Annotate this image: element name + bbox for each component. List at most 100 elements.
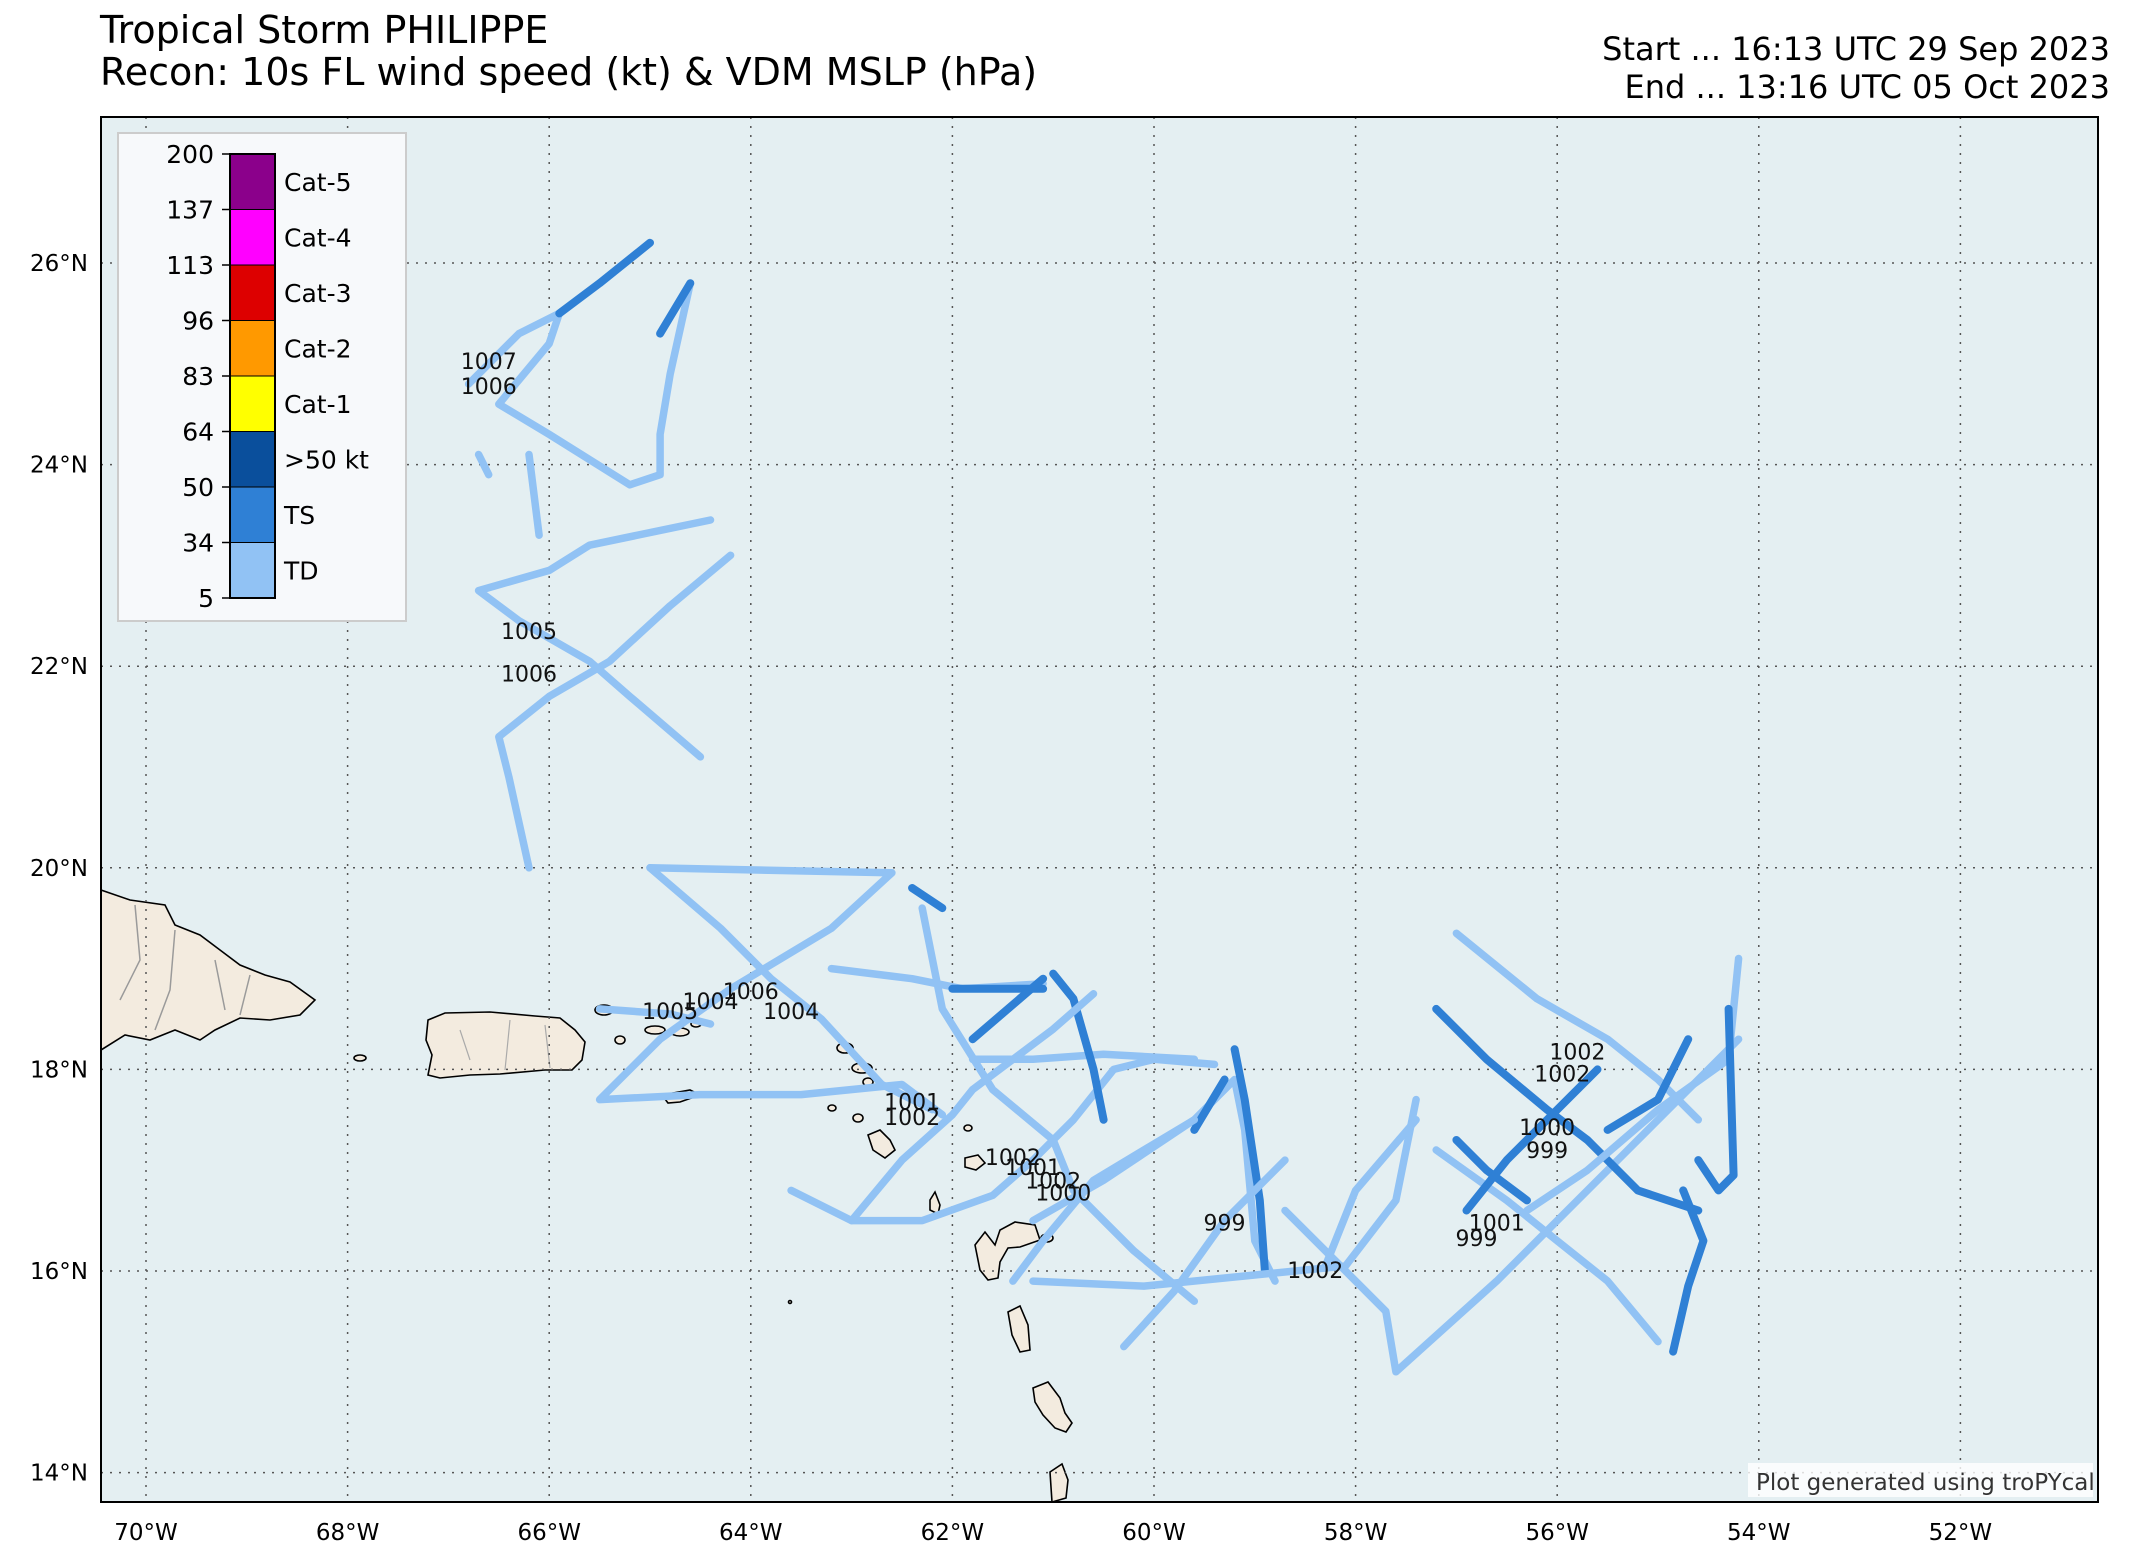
flight-track-segment	[474, 450, 493, 479]
st-kitts-nevis-island	[867, 1129, 897, 1159]
lon-tick-label: 58°W	[1324, 1520, 1388, 1546]
flight-track-segment	[1603, 1035, 1693, 1134]
flight-track-segment	[908, 884, 947, 913]
legend-tick-label: 137	[166, 196, 214, 225]
hispaniola-landmass	[101, 889, 317, 1051]
flight-track-segment	[1432, 1004, 1703, 1215]
start-time: Start ... 16:13 UTC 29 Sep 2023	[1602, 30, 2110, 68]
lat-tick-label: 14°N	[30, 1461, 88, 1487]
land-layer	[101, 889, 1073, 1502]
legend-tick-label: 113	[166, 251, 214, 280]
flight-track-segment	[1029, 1095, 1420, 1290]
legend-category-label: TS	[283, 501, 315, 530]
vdm-pressure-label: 999	[1456, 1227, 1498, 1252]
vdm-pressure-label: 1005	[501, 620, 557, 645]
flight-track-segment	[1120, 1156, 1289, 1351]
lat-tick-label: 22°N	[30, 654, 88, 680]
lat-tick-label: 16°N	[30, 1259, 88, 1285]
legend-tick-label: 96	[182, 307, 214, 336]
flight-track-segment	[968, 1050, 1199, 1064]
montserrat-island	[929, 1190, 941, 1216]
legend-category-label: Cat-2	[284, 334, 352, 363]
dominica-island	[1007, 1304, 1031, 1353]
lon-tick-label: 56°W	[1525, 1520, 1589, 1546]
end-time: End ... 13:16 UTC 05 Oct 2023	[1624, 68, 2111, 106]
axis-tick-labels: 26°N 24°N 22°N 20°N 18°N 16°N 14°N 70°W 68°W 66°W…	[30, 251, 1992, 1546]
flight-track-segment	[656, 279, 695, 338]
flight-track-segment	[1049, 969, 1108, 1124]
credit-text: Plot generated using troPYcal	[1756, 1470, 2095, 1496]
martinique-island	[1032, 1381, 1073, 1433]
vdm-pressure-label: 999	[1204, 1212, 1246, 1237]
legend-color-swatch	[230, 320, 275, 376]
legend-color-swatch	[230, 265, 275, 321]
legend-tick-label: 50	[182, 473, 214, 502]
lon-tick-label: 54°W	[1727, 1520, 1791, 1546]
flight-tracks	[464, 238, 1743, 1376]
legend-color-swatch	[230, 542, 275, 598]
flight-track-segment	[1462, 1065, 1602, 1215]
lat-tick-label: 20°N	[30, 856, 88, 882]
lon-tick-label: 60°W	[1122, 1520, 1186, 1546]
vdm-pressure-label: 1002	[1534, 1062, 1590, 1087]
lat-tick-label: 18°N	[30, 1057, 88, 1083]
legend-tick-label: 83	[182, 362, 214, 391]
vdm-pressure-label: 1004	[763, 1000, 819, 1025]
st-eustatius-island	[852, 1113, 864, 1123]
vdm-pressure-label: 1000	[1519, 1116, 1575, 1141]
wind-speed-legend: 200 137 113 96 83 64 50 34 5 Cat-5 Cat-4 Cat-3 Cat-…	[117, 132, 407, 622]
legend-category-label: Cat-4	[284, 223, 352, 252]
lon-tick-label: 52°W	[1929, 1520, 1993, 1546]
lon-tick-label: 66°W	[517, 1520, 581, 1546]
vdm-pressure-label: 1001	[884, 1091, 940, 1116]
flight-track-segment	[495, 551, 735, 872]
ocean-background	[101, 117, 2098, 1502]
legend-tick-label: 64	[182, 418, 214, 447]
lon-tick-label: 62°W	[921, 1520, 985, 1546]
lon-tick-label: 68°W	[316, 1520, 380, 1546]
virgin-islands-a	[644, 1025, 666, 1035]
legend-color-swatch	[230, 487, 275, 543]
st-lucia-island	[1049, 1462, 1069, 1502]
vdm-pressure-label: 1006	[461, 375, 517, 400]
vdm-pressure-label: 1000	[1035, 1181, 1091, 1206]
flight-track-segment	[1694, 1004, 1738, 1195]
legend-category-label: Cat-3	[284, 279, 352, 308]
legend-color-swatch	[230, 154, 275, 210]
flight-track-segment	[1321, 1116, 1420, 1270]
credit-box	[1748, 1463, 2093, 1497]
flight-track-segment	[1029, 1075, 1279, 1285]
lat-tick-label: 24°N	[30, 453, 88, 479]
flight-track-segment	[595, 864, 947, 1119]
aves-island	[787, 1299, 793, 1305]
flight-track-segment	[1452, 1136, 1531, 1205]
legend-color-swatch	[230, 431, 275, 487]
vdm-pressure-label: 1001	[1005, 1156, 1061, 1181]
legend-category-label: TD	[283, 556, 319, 585]
vdm-pressure-label: 1006	[501, 662, 557, 687]
antigua-island	[964, 1154, 987, 1171]
flight-track-segment	[1669, 1186, 1708, 1356]
flight-track-segment	[1452, 929, 1703, 1124]
flight-track-segment	[595, 1005, 715, 1028]
culebra-island	[614, 1035, 626, 1045]
legend-category-label: Cat-1	[284, 390, 352, 419]
saba-island	[827, 1104, 837, 1112]
vdm-pressure-label: 1002	[1287, 1259, 1343, 1284]
legend-category-label: >50 kt	[284, 445, 369, 474]
legend-tick-label: 5	[198, 584, 214, 613]
flight-track-segment	[968, 974, 1048, 1044]
vdm-pressure-label: 1002	[1025, 1169, 1081, 1194]
vdm-pressure-label: 1004	[682, 990, 738, 1015]
legend-tick-label: 200	[166, 140, 214, 169]
flight-track-segment	[525, 450, 543, 539]
legend-tick-label: 34	[182, 529, 214, 558]
legend-colorbar-frame	[229, 153, 276, 599]
vdm-pressure-label: 1006	[723, 980, 779, 1005]
legend-category-label: Cat-5	[284, 168, 352, 197]
map-title-line1: Tropical Storm PHILIPPE	[100, 8, 549, 52]
legend-color-swatch	[230, 209, 275, 265]
flight-track-segment	[555, 238, 654, 318]
plot-frame	[100, 116, 2099, 1503]
